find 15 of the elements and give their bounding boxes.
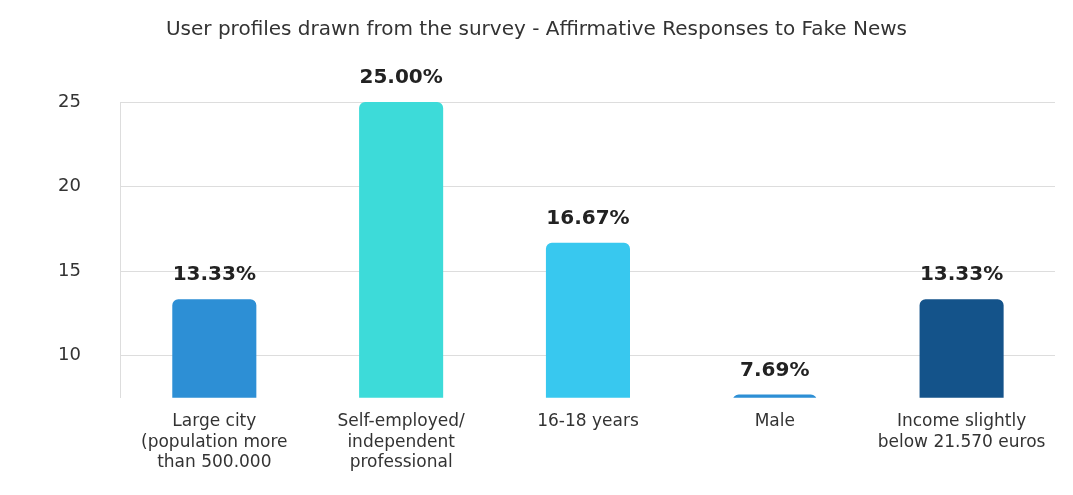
y-tick-label: 25 — [58, 89, 81, 111]
data-label: 16.67% — [546, 205, 630, 229]
data-label: 13.33% — [172, 261, 256, 286]
x-tick-label: 16-18 years — [537, 410, 639, 431]
x-tick-label: Income slightly below 21.570 euros — [877, 410, 1046, 451]
x-tick-label: Male — [754, 410, 795, 431]
chart-title: User profiles drawn from the survey - Affirmative Responses to Fake News — [165, 16, 908, 41]
y-tick-label: 20 — [58, 174, 81, 196]
data-label: 7.69% — [740, 356, 810, 381]
data-label: 25.00% — [359, 64, 443, 89]
y-tick-label: 15 — [58, 258, 81, 280]
x-tick-label: Large city (population more than 500.000 — [141, 410, 288, 472]
x-tick-label: Self-employed/ independent professional — [337, 410, 465, 472]
data-label: 13.33% — [919, 261, 1004, 286]
y-tick-label: 10 — [58, 343, 81, 365]
